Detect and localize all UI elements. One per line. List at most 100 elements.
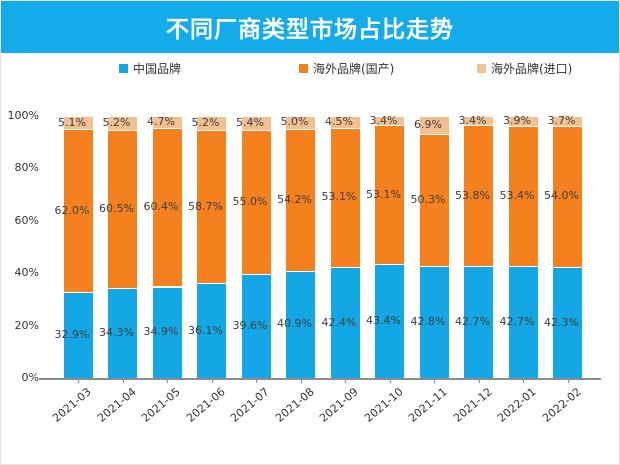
bar-segment-2021-03-s2 [63,116,93,130]
bar-segment-2022-01-s1 [508,126,538,267]
bar-label-2022-02-s0: 42.3% [544,315,579,329]
x-axis-tick [389,379,391,383]
legend-swatch-overseas-import [477,64,486,73]
bar-label-2021-07-s1: 55.0% [232,195,268,209]
bar-segment-2021-12-s2 [464,116,493,126]
bar-segment-2021-05-s0 [152,286,182,378]
bar-segment-2021-08-s2 [286,115,315,129]
bar-label-2021-10-s0: 43.4% [366,314,401,328]
bar-label-2021-04-s1: 60.5% [99,201,134,215]
x-axis-tick [345,379,346,383]
x-axis-label: 2021-03 [50,385,94,425]
bar-label-2021-07-s0: 39.6% [232,319,268,333]
bar-label-2021-06-s0: 36.1% [188,323,223,337]
chart-header: 不同厂商类型市场占比走势 [1,1,619,53]
bar-segment-2021-09-s2 [330,116,360,128]
x-axis-label: 2021-11 [406,385,450,425]
bar-segment-2021-11-s0 [419,265,449,378]
bar-segment-2022-01-s0 [508,266,538,378]
bar-label-2022-01-s2: 3.9% [503,114,531,128]
bar-label-2021-03-s0: 32.9% [54,327,90,341]
bar-segment-2021-10-s1 [375,125,404,265]
bar-label-2021-06-s1: 58.7% [188,199,223,213]
bar-label-2021-05-s0: 34.9% [143,325,179,339]
bar-label-2021-04-s2: 5.2% [102,115,131,129]
bar-label-2021-09-s0: 42.4% [321,315,357,329]
bar-segment-2021-05-s2 [152,116,182,129]
x-axis-tick [167,379,168,383]
x-axis-tick [523,379,524,383]
bar-label-2021-08-s2: 5.0% [280,115,309,129]
bar-segment-2022-01-s2 [508,116,538,127]
x-axis-label: 2021-07 [228,385,272,425]
bar-label-2021-08-s0: 40.9% [277,317,312,331]
bar-label-2021-11-s2: 6.9% [414,118,442,131]
bar-segment-2021-08-s0 [286,270,315,378]
bar-segment-2021-06-s1 [197,129,226,284]
legend-swatch-overseas-domestic [299,64,308,73]
bar-segment-2021-07-s2 [241,116,271,131]
bar-segment-2021-08-s1 [286,128,315,271]
y-axis-label: 60% [14,213,39,227]
legend-item-overseas-domestic: 海外品牌(国产) [299,60,394,77]
bar-label-2021-05-s1: 60.4% [143,200,179,214]
x-axis-label: 2021-06 [183,385,228,425]
x-axis-tick [434,379,435,383]
x-axis-tick [211,379,213,383]
bar-segment-2021-03-s1 [63,129,93,292]
bar-segment-2021-05-s1 [152,128,182,287]
bar-label-2021-12-s2: 3.4% [458,113,487,127]
y-axis-label: 80% [14,161,39,175]
x-axis-label: 2021-10 [361,385,406,425]
y-axis-label: 40% [14,266,39,280]
legend-label-overseas-domestic: 海外品牌(国产) [313,62,395,76]
bar-label-2021-03-s1: 62.0% [54,203,90,217]
bar-label-2021-09-s1: 53.1% [321,190,357,204]
bar-label-2021-05-s2: 4.7% [147,115,175,129]
bar-label-2021-10-s1: 53.1% [366,187,401,201]
bar-segment-2021-06-s2 [197,116,226,130]
x-axis-label: 2021-12 [450,385,495,425]
bar-label-2021-11-s0: 42.8% [410,314,446,328]
bar-segment-2021-09-s1 [330,127,360,267]
bar-segment-2021-07-s0 [241,274,271,378]
bar-segment-2021-07-s1 [241,130,271,275]
bar-label-2022-01-s0: 42.7% [499,315,535,329]
bar-segment-2021-11-s1 [419,134,449,266]
y-axis-label: 20% [14,318,39,332]
bar-label-2022-02-s2: 3.7% [547,113,576,127]
bar-label-2022-02-s1: 54.0% [544,189,579,203]
legend-label-overseas-import: 海外品牌(进口) [491,62,573,76]
chart-legend: 中国品牌 海外品牌(国产) 海外品牌(进口) [1,60,619,80]
legend-label-china-brand: 中国品牌 [133,62,182,76]
x-axis-tick [478,379,480,383]
legend-swatch-china-brand [119,64,128,73]
x-axis-label: 2021-05 [139,385,183,425]
bar-segment-2021-12-s1 [464,125,493,267]
x-axis-line [39,378,601,380]
bar-label-2021-10-s2: 3.4% [369,113,398,127]
bar-segment-2022-02-s1 [553,125,582,268]
x-axis-tick [78,379,79,383]
x-axis-label: 2021-09 [317,385,361,425]
bar-label-2021-09-s2: 4.5% [325,114,353,128]
x-axis-tick [567,379,569,383]
bar-segment-2021-06-s0 [197,283,226,378]
bar-label-2021-06-s2: 5.2% [191,115,220,129]
legend-item-overseas-import: 海外品牌(进口) [477,60,572,77]
legend-item-china-brand: 中国品牌 [119,60,181,77]
x-axis-tick [300,379,302,383]
bar-label-2022-01-s1: 53.4% [499,189,535,203]
x-axis-label: 2022-02 [539,385,584,425]
bar-segment-2021-03-s0 [63,291,93,378]
bar-segment-2022-02-s0 [553,267,582,378]
bar-label-2021-04-s0: 34.3% [99,326,134,340]
bar-segment-2021-10-s0 [375,264,404,378]
x-axis-label: 2021-04 [94,385,139,425]
bar-segment-2021-04-s1 [108,129,137,289]
chart-title: 不同厂商类型市场占比走势 [166,17,454,43]
bar-segment-2021-04-s2 [108,116,137,130]
bar-segment-2021-12-s0 [464,266,493,378]
y-axis-label: 100% [7,109,39,122]
